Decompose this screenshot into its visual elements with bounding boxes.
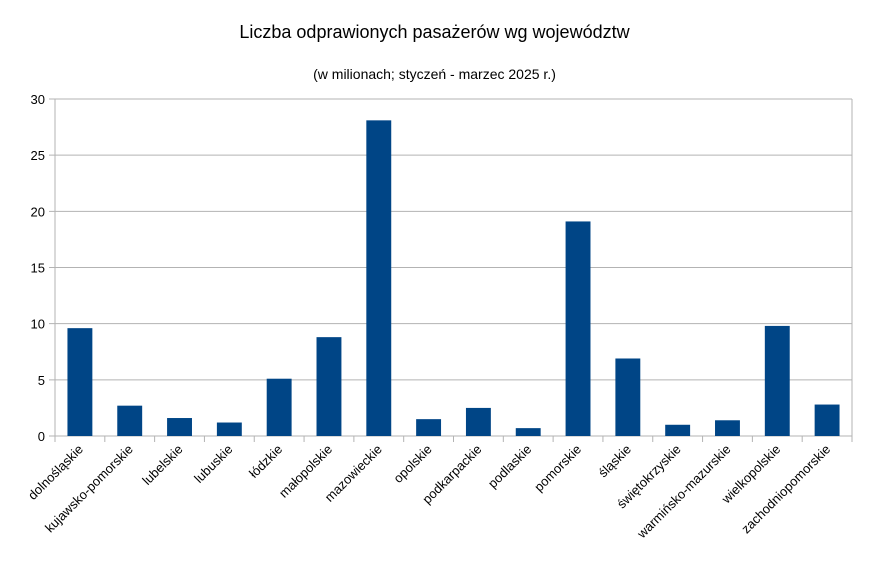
x-tick-label: śląskie: [595, 442, 634, 481]
bar: [117, 405, 143, 436]
bar: [67, 328, 93, 436]
bar: [216, 422, 242, 436]
gridlines: [49, 98, 853, 442]
chart-title: Liczba odprawionych pasażerów wg wojewód…: [239, 22, 630, 42]
bar: [764, 325, 790, 436]
bar: [565, 221, 591, 436]
y-tick-label: 5: [38, 373, 45, 388]
y-axis-ticks: 0 5 10 15 20 25 30: [31, 92, 45, 444]
bar: [167, 418, 192, 436]
bar: [366, 120, 392, 437]
bar: [814, 404, 840, 436]
x-tick-label: pomorskie: [531, 442, 584, 495]
y-tick-label: 30: [31, 92, 45, 107]
bar: [615, 358, 641, 436]
x-tick-label: lubelskie: [139, 442, 185, 488]
bar: [416, 419, 442, 436]
bars: [67, 120, 840, 437]
x-tick-label: podlaskie: [485, 442, 534, 491]
x-tick-label: zachodniopomorskie: [738, 442, 833, 537]
y-tick-label: 25: [31, 148, 45, 163]
y-tick-label: 10: [31, 317, 45, 332]
y-tick-label: 20: [31, 204, 45, 219]
bar: [715, 420, 740, 436]
x-tick-label: kujawsko-pomorskie: [42, 442, 136, 536]
bar: [665, 424, 691, 436]
bar: [515, 428, 541, 436]
y-tick-label: 15: [31, 261, 45, 276]
x-tick-label: warmińsko-mazurskie: [633, 442, 733, 542]
x-tick-label: lubuskie: [191, 442, 235, 486]
bar: [316, 337, 342, 436]
chart-subtitle: (w milionach; styczeń - marzec 2025 r.): [313, 66, 556, 82]
x-tick-label: łódzkie: [246, 442, 285, 481]
y-tick-label: 0: [38, 429, 45, 444]
bar: [266, 378, 292, 436]
x-tick-label: opolskie: [390, 442, 434, 486]
bar: [465, 407, 491, 436]
